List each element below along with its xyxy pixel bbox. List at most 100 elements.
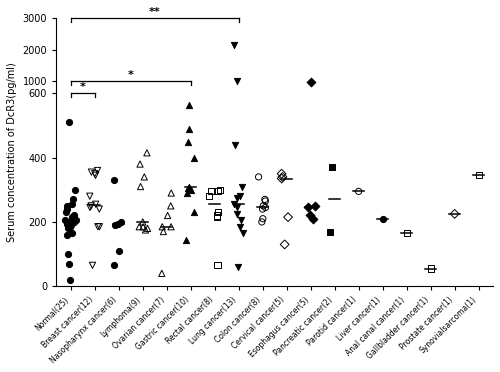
Point (190, 209, 198, 215)
Point (62, 209, 70, 215)
Point (280, 241, 288, 247)
Point (304, 205, 312, 211)
Point (158, 270, 166, 276)
Point (426, 266, 434, 272)
Point (143, 150, 151, 156)
Point (259, 203, 267, 209)
Point (183, 190, 191, 196)
Point (182, 237, 190, 243)
Point (63, 219, 71, 225)
Point (306, 212, 314, 218)
Point (328, 164, 336, 170)
Point (64, 225, 72, 231)
Point (213, 212, 221, 218)
Point (184, 102, 192, 108)
Point (92, 172, 100, 178)
Point (474, 172, 482, 178)
Point (68, 201, 76, 207)
Point (135, 224, 143, 230)
Point (310, 216, 318, 222)
Point (237, 217, 245, 223)
Point (64, 219, 72, 225)
Point (66, 224, 74, 230)
Point (167, 190, 175, 196)
Point (90, 171, 98, 177)
Text: *: * (80, 82, 86, 92)
Point (402, 230, 410, 236)
Point (354, 188, 362, 194)
Point (450, 211, 458, 217)
Point (166, 203, 174, 209)
Point (63, 206, 71, 212)
Point (258, 206, 266, 212)
Point (116, 219, 124, 225)
Point (86, 205, 94, 211)
Point (94, 167, 102, 173)
Point (64, 251, 72, 257)
Point (65, 119, 73, 125)
Point (114, 248, 122, 254)
Point (378, 216, 386, 222)
Point (213, 214, 221, 220)
Point (262, 198, 270, 204)
Point (72, 217, 80, 223)
Point (62, 232, 70, 238)
Point (238, 184, 246, 190)
Point (232, 205, 240, 211)
Text: *: * (128, 70, 134, 80)
Point (86, 193, 94, 199)
Point (68, 214, 76, 220)
Point (72, 187, 80, 193)
Point (184, 185, 192, 191)
Point (139, 219, 147, 225)
Point (261, 196, 269, 202)
Point (186, 126, 194, 132)
Point (114, 221, 122, 227)
Point (110, 262, 118, 268)
Point (259, 216, 267, 222)
Point (184, 139, 192, 145)
Point (278, 176, 285, 182)
Point (214, 209, 222, 215)
Point (158, 224, 166, 230)
Point (236, 224, 244, 230)
Point (185, 184, 193, 190)
Point (64, 221, 72, 227)
Point (96, 224, 104, 230)
Point (88, 262, 96, 268)
Point (62, 217, 70, 223)
Point (87, 203, 95, 209)
Point (160, 228, 168, 234)
Point (167, 224, 175, 230)
Point (262, 205, 270, 211)
Point (258, 219, 266, 225)
Point (187, 187, 195, 193)
Point (233, 195, 241, 201)
Point (67, 222, 75, 228)
Point (326, 228, 334, 234)
Point (208, 188, 216, 194)
Point (88, 169, 96, 175)
Point (284, 214, 292, 220)
Point (232, 211, 240, 217)
Point (230, 142, 238, 148)
Point (238, 230, 246, 236)
Point (70, 212, 78, 218)
Point (230, 42, 238, 48)
Point (110, 177, 118, 183)
Point (214, 188, 222, 194)
Point (92, 201, 100, 207)
Point (142, 227, 150, 233)
Point (110, 222, 118, 228)
Point (306, 79, 314, 85)
Point (216, 187, 224, 193)
Point (190, 155, 198, 161)
Point (233, 78, 241, 84)
Point (139, 224, 147, 230)
Point (69, 216, 77, 222)
Point (94, 224, 102, 230)
Point (136, 184, 144, 190)
Point (140, 174, 148, 180)
Point (214, 262, 222, 268)
Point (254, 174, 262, 180)
